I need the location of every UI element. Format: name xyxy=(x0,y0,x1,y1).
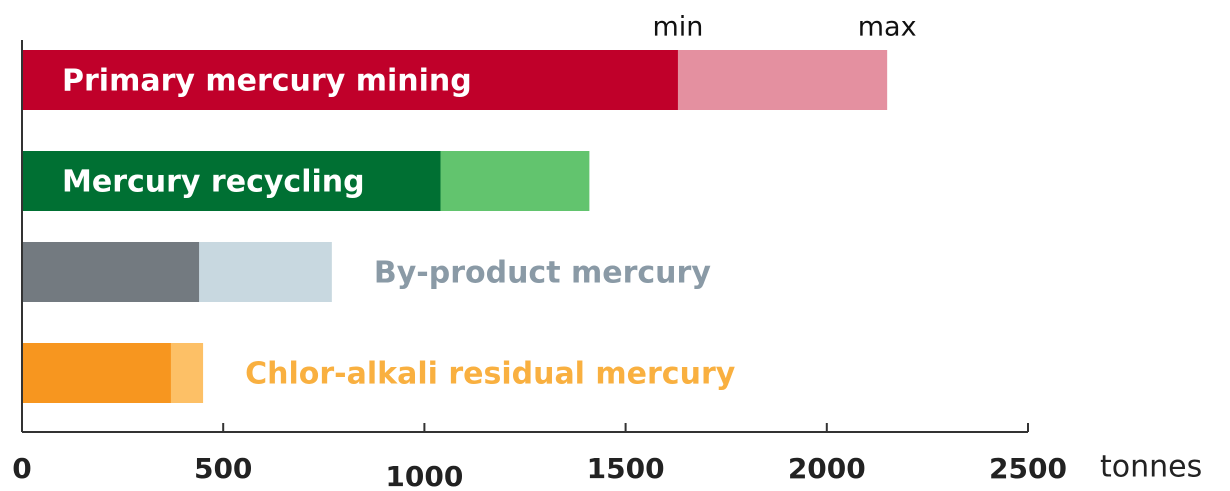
legend-label: min xyxy=(652,12,703,43)
bar-min xyxy=(22,151,441,211)
category-label: Primary mercury mining xyxy=(62,64,472,99)
x-tick-label: 2500 xyxy=(989,452,1067,485)
x-tick-label: 0 xyxy=(12,452,31,485)
bar-min xyxy=(22,343,171,403)
x-tick-label: 2000 xyxy=(788,452,866,485)
bar-min xyxy=(22,242,200,302)
category-label: By-product mercury xyxy=(374,256,711,291)
legend-label: max xyxy=(858,12,917,43)
category-label: Chlor-alkali residual mercury xyxy=(245,357,736,392)
bar-min xyxy=(22,50,678,110)
x-tick-label: 1500 xyxy=(587,452,665,485)
x-axis-label: tonnes xyxy=(1100,450,1202,485)
category-label: Mercury recycling xyxy=(62,165,365,200)
x-tick-label: 1000 xyxy=(385,460,463,491)
x-tick-label: 500 xyxy=(194,452,252,485)
